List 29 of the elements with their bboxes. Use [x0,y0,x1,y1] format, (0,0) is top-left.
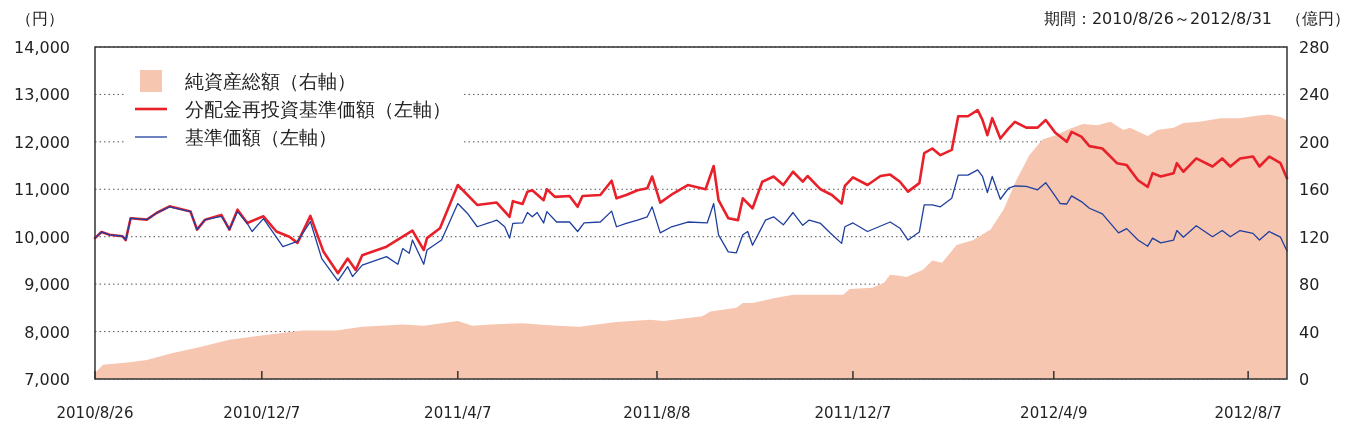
legend-label: 分配金再投資基準価額（左軸） [185,98,451,120]
y-tick-label: 12,000 [14,132,70,152]
y2-tick-label: 120 [1299,227,1330,247]
y2-tick-label: 80 [1299,275,1320,295]
y-tick-label: 7,000 [24,370,70,389]
y2-tick-label: 0 [1299,370,1310,389]
x-tick-label: 2012/4/9 [1020,404,1088,422]
x-tick-label: 2011/8/8 [623,404,691,422]
y-tick-label: 9,000 [24,275,70,295]
x-tick-label: 2012/8/7 [1214,404,1282,422]
y-tick-label: 8,000 [24,322,70,342]
y2-tick-label: 160 [1299,180,1330,200]
text: 期間：2010/8/26～2012/8/31 [1043,9,1272,28]
y2-tick-label: 40 [1299,322,1320,342]
x-tick-label: 2010/12/7 [223,404,301,422]
y-tick-label: 11,000 [14,180,70,200]
y2-tick-label: 200 [1299,132,1330,152]
y2-tick-label: 240 [1299,85,1330,105]
x-tick-label: 2010/8/26 [56,404,134,422]
x-tick-label: 2011/4/7 [424,404,492,422]
y-axis-title: （円） [16,9,64,28]
x-tick-label: 2011/12/7 [814,404,892,422]
y2-tick-label: 280 [1299,38,1330,57]
y-tick-label: 14,000 [14,38,70,57]
legend-label: 純資産総額（右軸） [185,70,356,92]
y-tick-label: 10,000 [14,227,70,247]
y2-axis-title: （億円） [1286,9,1350,28]
y-tick-label: 13,000 [14,85,70,105]
legend-label: 基準価額（左軸） [185,126,337,148]
